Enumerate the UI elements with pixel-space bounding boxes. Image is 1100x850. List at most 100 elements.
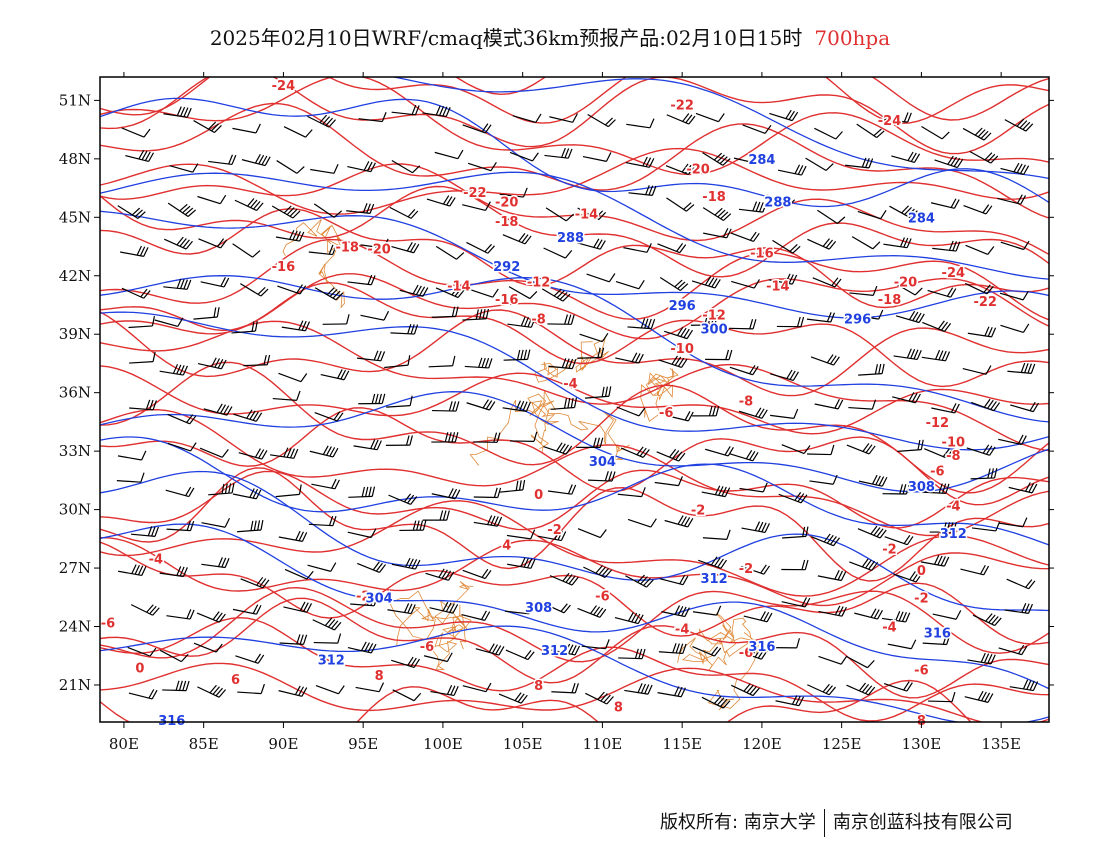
temperature-label: -16 [495,293,519,308]
wind-barb [272,390,301,401]
lon-label: 105E [503,735,543,753]
wind-barb [347,528,377,539]
wind-barb [389,206,419,219]
wind-barb [883,112,912,123]
wind-barb [199,447,229,458]
lon-label: 125E [822,735,862,753]
wind-barb [817,209,846,224]
wind-barb [201,517,231,528]
wind-barb [163,106,192,118]
wind-barb [690,315,718,326]
wind-barb [429,601,459,614]
wind-barb [387,603,416,615]
wind-barb [426,195,456,207]
wind-barb [193,120,222,134]
wind-barb [858,474,888,487]
wind-barb [353,439,382,451]
wind-barb [768,273,798,285]
wind-barb [920,555,950,567]
height-label: 284 [908,211,935,226]
temperature-label: -14 [766,280,790,295]
lat-label: 27N [59,559,91,577]
wind-barb [310,163,339,174]
wind-barb [1008,482,1038,494]
wind-barb [733,154,763,165]
temperature-label: -4 [149,552,163,567]
temperature-isotherm [100,77,1049,176]
height-label: 288 [764,196,791,211]
wind-barb [431,306,459,318]
wind-barb [269,447,299,459]
wind-barb [729,450,759,462]
wind-barb [967,652,996,665]
wind-barb [845,157,874,169]
temperature-label: -2 [914,591,928,606]
wind-barb [117,205,146,220]
wind-barb [883,237,912,249]
wind-barb [129,399,157,411]
wind-barb [462,123,492,134]
wind-barb [930,198,960,209]
height-label: 312 [940,527,967,542]
wind-barb [502,400,531,412]
wind-barb [739,482,768,493]
wind-barb [743,611,773,623]
wind-barb [582,152,612,162]
lon-label: 120E [742,735,782,753]
wind-barb [159,364,188,376]
wind-barb [893,571,923,583]
wind-barb [193,642,223,653]
wind-barb [657,686,686,698]
wind-barb [537,530,567,542]
wind-barb [659,574,689,586]
height-label: 312 [318,654,345,669]
wind-barb [922,634,951,646]
wind-barb [360,238,389,249]
wind-barb [473,487,502,499]
wind-barb [232,123,261,134]
wind-barb [615,280,645,290]
wind-barb [738,407,768,419]
wind-barb [922,320,952,332]
wind-barb [196,611,226,623]
wind-barb [999,291,1029,301]
height-contour [100,436,1049,546]
wind-barb [960,564,990,576]
lon-label: 90E [268,735,298,753]
wind-barb [128,316,156,329]
wind-barb [399,284,429,297]
wind-barb [356,350,386,362]
temperature-label: -8 [739,394,753,409]
border-line [681,613,752,662]
temperature-isotherm [100,536,1049,607]
lat-label: 33N [59,442,91,460]
wind-barb [543,442,573,455]
wind-barb [422,510,450,521]
wind-barb [461,610,491,621]
copyright-partner: 南京创蓝科技有限公司 [832,812,1013,833]
wind-barb [549,113,578,123]
temperature-label: -18 [878,293,902,308]
wind-barb [846,443,876,455]
lat-label: 30N [59,501,91,519]
height-label: 292 [493,260,520,275]
border-line [527,393,630,460]
height-label: 308 [525,601,552,616]
wind-barb [924,448,953,459]
wind-barb [1004,602,1033,614]
wind-barb [358,393,386,405]
wind-barb [583,565,613,579]
wind-barb [664,515,694,528]
height-label: 296 [669,299,696,314]
wind-barb [770,408,799,419]
wind-barb [499,187,528,198]
copyright-label: 版权所有: [660,812,739,833]
wind-barb [884,534,914,546]
wind-barb [702,207,732,221]
wind-barb [1009,679,1039,692]
temperature-label: -16 [750,246,774,261]
wind-barb [897,439,924,452]
wind-barb [617,487,646,498]
wind-barb [240,283,269,297]
wind-barbs [116,104,1039,709]
